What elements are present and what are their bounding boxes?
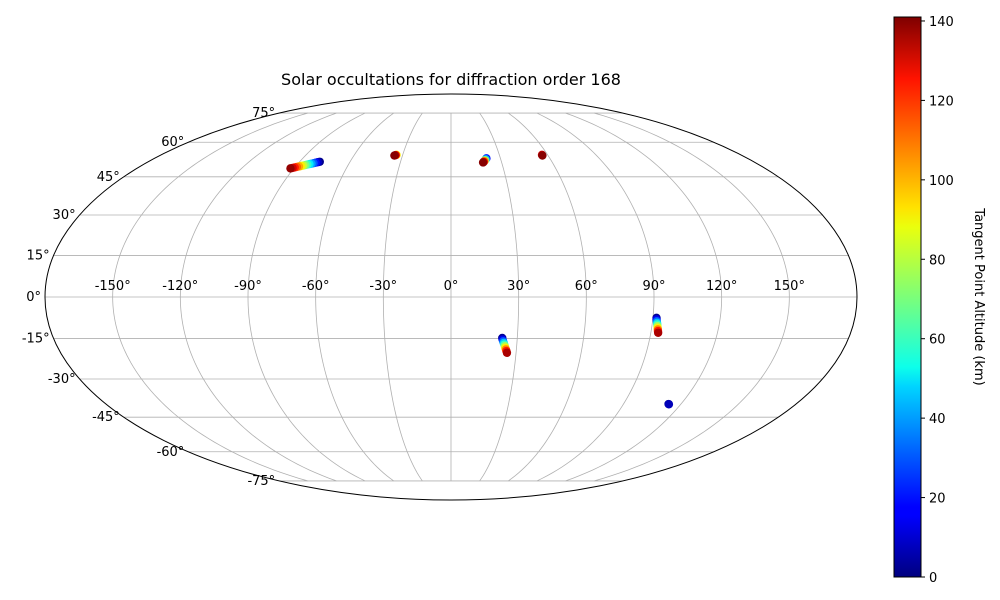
- data-point: [478, 158, 488, 167]
- lon-tick-label: -60°: [302, 279, 330, 294]
- lon-tick-label: -90°: [234, 279, 262, 294]
- chart-title: Solar occultations for diffraction order…: [281, 70, 621, 89]
- colorbar-frame: [893, 16, 922, 578]
- colorbar-tick-label: 60: [929, 333, 946, 348]
- colorbar-tick-label: 80: [929, 253, 946, 268]
- lon-tick-label: -150°: [95, 279, 131, 294]
- colorbar-gradient: [894, 17, 921, 577]
- lat-tick-label: 0°: [26, 290, 41, 305]
- data-point: [390, 151, 399, 160]
- data-point: [664, 400, 674, 409]
- longitude-tick-labels: -150° -120° -90° -60° -30° 0° 30° 60° 90° 120° 150…: [95, 279, 805, 294]
- lat-tick-label: -45°: [92, 410, 120, 425]
- graticule: [45, 112, 857, 482]
- lat-tick-label: 15°: [27, 248, 50, 263]
- lon-tick-label: 120°: [706, 279, 737, 294]
- lon-tick-label: 90°: [642, 279, 665, 294]
- colorbar-tick-label: 140: [929, 15, 954, 30]
- colorbar-tick-label: 120: [929, 94, 954, 109]
- colorbar: 0 20 40 60 80 100 120 140 Tangent Point Altitud…: [893, 15, 986, 586]
- data-point: [653, 328, 663, 337]
- lat-tick-label: -75°: [247, 474, 275, 489]
- lat-tick-label: -15°: [22, 332, 50, 347]
- lat-tick-label: 45°: [97, 170, 120, 185]
- lat-tick-label: -60°: [157, 445, 185, 460]
- lat-tick-label: 75°: [252, 106, 275, 121]
- lon-tick-label: -30°: [369, 279, 397, 294]
- colorbar-tick-label: 40: [929, 412, 946, 427]
- lon-tick-label: 30°: [507, 279, 530, 294]
- colorbar-label: Tangent Point Altitude (km): [971, 207, 986, 385]
- data-point: [502, 348, 512, 357]
- lat-tick-label: 30°: [53, 208, 76, 223]
- colorbar-tick-label: 20: [929, 492, 946, 507]
- data-point: [286, 164, 295, 173]
- colorbar-tick-label: 100: [929, 174, 954, 189]
- lon-tick-label: 60°: [575, 279, 598, 294]
- lon-tick-label: 150°: [774, 279, 805, 294]
- colorbar-ticks: 0 20 40 60 80 100 120 140: [921, 15, 954, 586]
- lat-tick-label: 60°: [161, 135, 184, 150]
- colorbar-tick-label: 0: [929, 571, 937, 586]
- data-point: [538, 151, 547, 160]
- data-points: [286, 150, 674, 409]
- lat-tick-label: -30°: [48, 372, 76, 387]
- latitude-tick-labels: -75° -60° -45° -30° -15° 0° 15° 30° 45° 60° 75°: [22, 106, 275, 489]
- lon-tick-label: 0°: [444, 279, 459, 294]
- lon-tick-label: -120°: [162, 279, 198, 294]
- map-boundary: [44, 93, 858, 501]
